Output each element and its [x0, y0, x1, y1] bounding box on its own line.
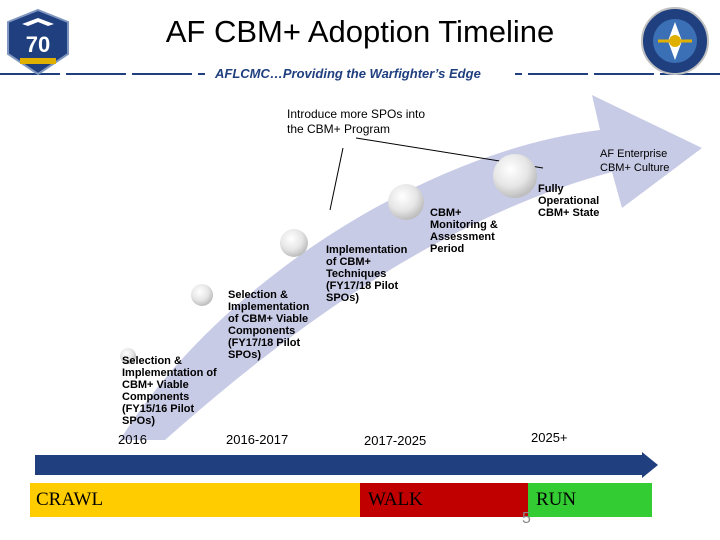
page-title: AF CBM+ Adoption Timeline — [165, 14, 555, 49]
phase-run-block: RUN — [528, 483, 652, 517]
stage-label-4: CBM+ Monitoring & Assessment Period — [430, 207, 498, 255]
stage-label-2: Selection & Implementation of CBM+ Viabl… — [228, 289, 310, 361]
phase-walk-block: WALK — [360, 483, 528, 517]
year-label-2016: 2016 — [118, 432, 147, 447]
aflcmc-seal-logo — [641, 7, 709, 75]
phase-crawl-block: CRAWL — [30, 483, 360, 517]
phase-walk-label: WALK — [368, 489, 423, 510]
callout-text: Introduce more SPOs into the CBM+ Progra… — [287, 107, 426, 136]
stage-bubble-4 — [388, 184, 424, 220]
year-label-2017-2025: 2017-2025 — [364, 433, 427, 448]
timeline-bar — [35, 452, 658, 478]
logo-70-text: 70 — [26, 32, 50, 57]
subtitle: AFLCMC…Providing the Warfighter’s Edge — [215, 66, 481, 81]
growth-arrow — [120, 95, 702, 440]
phase-run-label: RUN — [536, 489, 577, 510]
year-label-2025-plus: 2025+ — [531, 430, 568, 445]
enterprise-label: AF Enterprise CBM+ Culture — [600, 148, 670, 174]
subtitle-banner — [0, 64, 720, 84]
stage-bubble-5 — [493, 154, 537, 198]
anniversary-logo: 70 — [7, 8, 69, 76]
year-label-2016-2017: 2016-2017 — [226, 432, 289, 447]
phase-crawl-label: CRAWL — [36, 489, 104, 510]
stage-label-3: Implementation of CBM+ Techniques (FY17/… — [326, 244, 408, 304]
stage-bubble-1 — [120, 348, 136, 364]
stage-label-5: Fully Operational CBM+ State — [538, 183, 600, 219]
stage-bubble-3 — [280, 229, 308, 257]
stage-label-1: Selection & Implementation of CBM+ Viabl… — [122, 355, 217, 427]
page-number: 5 — [522, 510, 531, 527]
stage-bubble-2 — [191, 284, 213, 306]
callout-line-left — [329, 147, 344, 211]
